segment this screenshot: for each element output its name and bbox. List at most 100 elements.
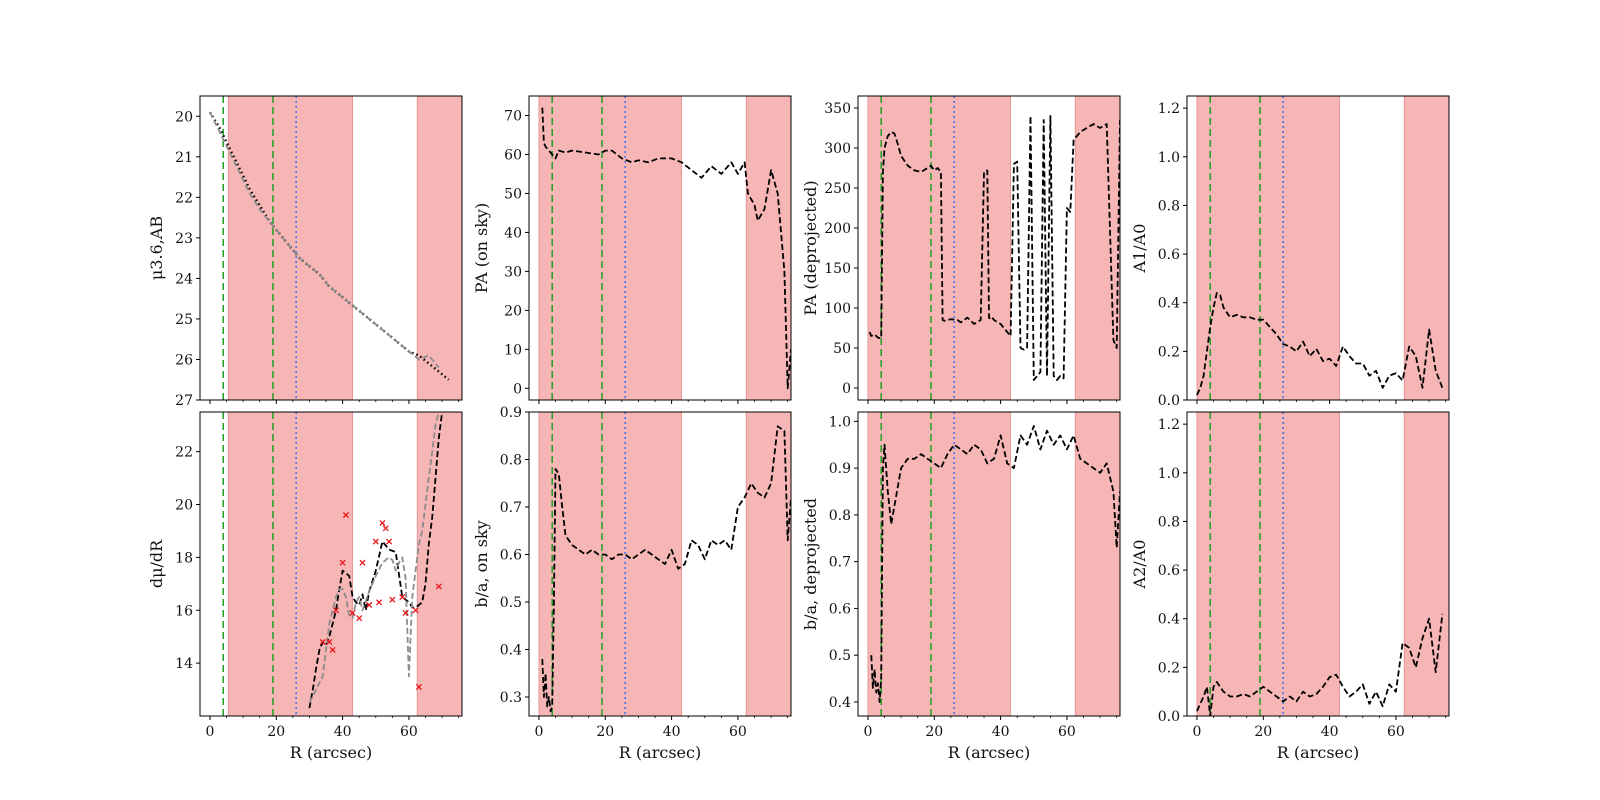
- marker-stroke: [372, 538, 379, 545]
- marker-stroke: [382, 525, 389, 532]
- x-tick-label: 60: [1387, 724, 1405, 740]
- marker-stroke: [379, 519, 386, 527]
- y-tick-label: 14: [175, 656, 193, 672]
- shaded-region: [416, 412, 462, 716]
- y-tick-label: 1.2: [1158, 417, 1180, 433]
- y-axis-label: μ3.6,AB: [147, 216, 166, 280]
- shaded-region: [538, 96, 682, 400]
- axes-frame: [528, 411, 792, 717]
- marker-stroke: [435, 583, 442, 590]
- marker-stroke: [402, 609, 409, 616]
- marker-stroke: [385, 538, 393, 545]
- panel-p7: 0 20 40 60 0.4 0.5 0.6 0.7 0.8 0.9 1.0 b/a, deproje…: [801, 411, 1121, 762]
- x-tick-label: 0: [863, 724, 872, 740]
- y-tick-label: 50: [833, 341, 851, 357]
- y-tick-label: 300: [824, 141, 851, 157]
- x-tick-label: 20: [1254, 724, 1272, 740]
- y-tick-label: 60: [504, 147, 522, 163]
- y-tick-label: 0.7: [829, 555, 851, 571]
- shaded-region: [1074, 96, 1120, 400]
- y-tick-label: 350: [824, 101, 851, 117]
- x-tick-label: 20: [925, 724, 943, 740]
- y-tick-label: 0.2: [1158, 344, 1180, 360]
- y-tick-label: 20: [175, 498, 193, 514]
- plot-area: [208, 96, 462, 400]
- x-tick-label: 0: [1192, 724, 1201, 740]
- series-line-ba_sky: [541, 425, 791, 713]
- y-tick-label: 0.4: [500, 643, 522, 659]
- y-tick-label: 24: [175, 271, 193, 287]
- shaded-region: [867, 412, 1011, 716]
- y-tick-label: 0.9: [829, 461, 851, 477]
- y-axis-label: b/a, deprojected: [801, 498, 820, 630]
- data-point-marker: [339, 559, 346, 566]
- y-tick-label: 40: [504, 225, 522, 241]
- data-point-marker: [435, 583, 442, 590]
- y-tick-label: 0.6: [500, 548, 522, 564]
- axes-frame: [1186, 411, 1450, 717]
- panel-p8: 0 20 40 60 0.0 0.2 0.4 0.6 0.8 1.0 1.2 A2/A0 R (arcs…: [1130, 411, 1450, 762]
- data-point-marker: [319, 638, 326, 646]
- data-point-marker: [349, 609, 356, 616]
- marker-stroke: [339, 559, 346, 566]
- shaded-region: [538, 412, 682, 716]
- y-tick-label: 0.5: [829, 648, 851, 664]
- data-point-marker: [385, 538, 393, 545]
- data-point-marker: [402, 609, 409, 616]
- data-point-marker: [332, 607, 340, 614]
- marker-stroke: [319, 638, 326, 646]
- shaded-region: [745, 96, 791, 400]
- y-tick-label: 0.9: [500, 405, 522, 421]
- axes-frame: [857, 411, 1121, 717]
- y-tick-label: 200: [824, 221, 851, 237]
- y-tick-label: 0.8: [1158, 198, 1180, 214]
- y-axis-label: PA (deprojected): [801, 180, 820, 315]
- y-tick-label: 0.4: [1158, 296, 1180, 312]
- marker-stroke: [329, 646, 336, 653]
- axes-frame: [199, 411, 463, 717]
- marker-stroke: [366, 601, 373, 609]
- marker-stroke: [376, 599, 383, 606]
- y-tick-label: 1.0: [1158, 466, 1180, 482]
- marker-stroke: [326, 638, 333, 646]
- panel-p2: 0 10 20 30 40 50 60 70 PA (on sky): [472, 95, 792, 404]
- y-tick-label: 250: [824, 181, 851, 197]
- x-tick-label: 40: [663, 724, 681, 740]
- x-tick-label: 60: [1058, 724, 1076, 740]
- marker-stroke: [356, 615, 363, 622]
- y-tick-label: 20: [175, 109, 193, 125]
- marker-stroke: [389, 596, 396, 603]
- y-tick-label: 0.8: [500, 453, 522, 469]
- data-point-marker: [366, 601, 373, 609]
- y-tick-label: 1.2: [1158, 101, 1180, 117]
- data-point-marker: [342, 512, 349, 519]
- y-tick-label: 26: [175, 352, 193, 368]
- y-tick-label: 20: [504, 303, 522, 319]
- data-point-marker: [372, 538, 379, 545]
- shaded-region: [227, 412, 353, 716]
- x-axis-label: R (arcsec): [1277, 743, 1359, 762]
- x-axis-label: R (arcsec): [619, 743, 701, 762]
- data-point-marker: [382, 525, 389, 532]
- series-line-model: [209, 111, 440, 369]
- data-point-marker: [379, 519, 386, 527]
- x-tick-label: 20: [596, 724, 614, 740]
- y-axis-label: b/a, on sky: [472, 520, 491, 607]
- data-point-marker: [326, 638, 333, 646]
- y-tick-label: 0.0: [1158, 709, 1180, 725]
- marker-stroke: [349, 609, 356, 616]
- shaded-region: [1196, 96, 1340, 400]
- series-line-a1: [1196, 292, 1444, 396]
- y-tick-label: 0.3: [500, 690, 522, 706]
- shaded-region: [867, 96, 1011, 400]
- y-tick-label: 22: [175, 445, 193, 461]
- data-point-marker: [356, 615, 363, 622]
- plot-area: [222, 412, 462, 716]
- shaded-region: [1074, 412, 1120, 716]
- plot-area: [867, 96, 1120, 400]
- plot-area: [1196, 96, 1449, 400]
- y-tick-label: 0.4: [829, 695, 851, 711]
- y-tick-label: 70: [504, 108, 522, 124]
- y-axis-label: dμ/dR: [147, 539, 166, 588]
